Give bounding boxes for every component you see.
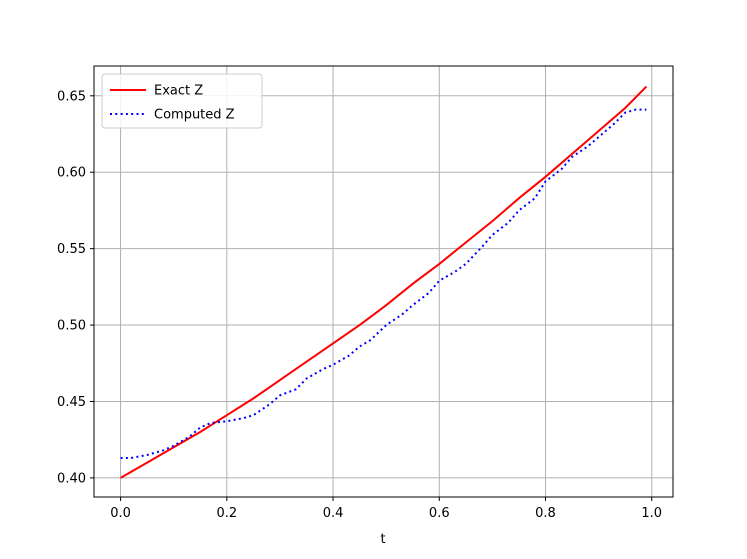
legend-label: Computed Z	[154, 108, 235, 123]
x-tick-label: 0.8	[535, 506, 556, 521]
y-tick-label: 0.45	[57, 395, 86, 410]
x-axis-label: t	[380, 532, 385, 547]
legend: Exact Z Computed Z	[101, 73, 263, 129]
y-tick-label: 0.60	[57, 166, 86, 181]
x-tick-label: 0.6	[429, 506, 450, 521]
x-tick-label: 0.2	[216, 506, 237, 521]
legend-label: Exact Z	[154, 84, 203, 99]
plot-frame	[93, 65, 674, 498]
series-line-2	[120, 108, 647, 459]
y-tick-label: 0.65	[57, 89, 86, 104]
grid	[94, 66, 673, 497]
x-tick-label: 1.0	[641, 506, 662, 521]
series-line-1	[120, 85, 648, 479]
y-tick-label: 0.40	[57, 471, 86, 486]
series-layer	[120, 85, 648, 479]
x-tick-label: 0.4	[323, 506, 344, 521]
y-tick-label: 0.55	[57, 242, 86, 257]
ticks: 0.0 0.2 0.4 0.6 0.8 1.0 0.40 0.45 0.50 0.55 0.60 0.…	[57, 89, 662, 521]
y-tick-label: 0.50	[57, 319, 86, 334]
x-tick-label: 0.0	[110, 506, 131, 521]
